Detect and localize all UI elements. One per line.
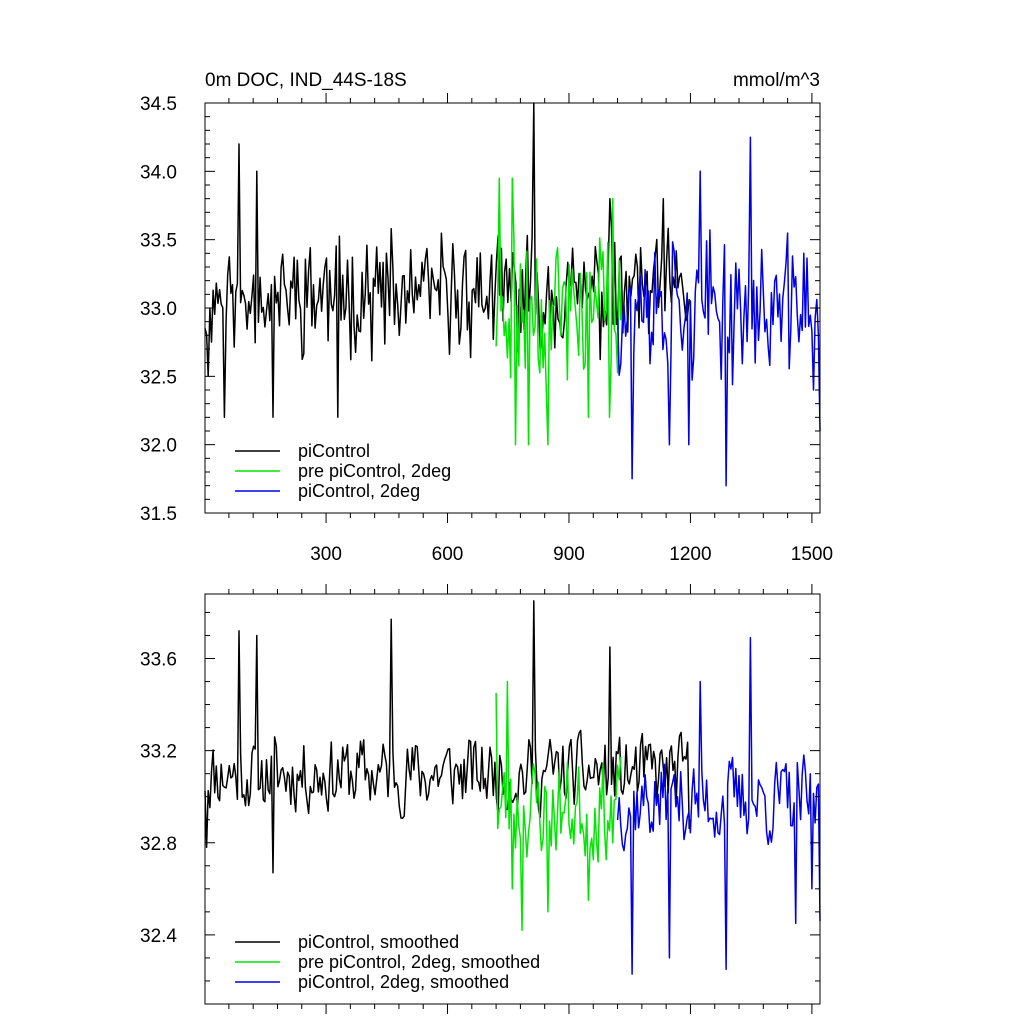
bottom-panel-series [204,600,821,975]
top-panel-units: mmol/m^3 [733,70,820,91]
x-tick-label: 1500 [791,544,833,565]
series-line-1 [204,102,690,419]
series-line-1 [204,600,690,874]
bottom-panel-ticks: 32.4 32.8 33.2 33.6 [140,584,820,1014]
y-tick-label: 32.4 [140,926,177,947]
series-line-2 [495,177,622,446]
y-tick-label: 33.6 [140,649,177,670]
y-tick-label: 33.2 [140,742,177,763]
y-tick-label: 32.5 [140,367,177,388]
series-line-3 [616,637,821,975]
x-tick-label: 600 [432,544,464,565]
legend-label: piControl [298,441,370,461]
bottom-panel-frame [204,593,821,1005]
y-tick-label: 33.5 [140,231,177,252]
legend-label: pre piControl, 2deg [298,461,451,481]
y-tick-label: 32.8 [140,834,177,855]
x-tick-label: 300 [310,544,342,565]
y-tick-label: 31.5 [140,504,177,525]
legend-label: piControl, 2deg, smoothed [298,972,509,992]
series-line-2 [495,680,622,932]
y-tick-label: 33.0 [140,299,177,320]
top-panel-ticks: 300 600 900 1200 1500 31.5 32.0 32.5 33.0 33.5 34.… [140,93,833,565]
top-panel-title: 0m DOC, IND_44S-18S [205,70,407,91]
bottom-panel: 32.4 32.8 33.2 33.6 piControl, smoothedpre … [140,584,821,1014]
x-tick-label: 1200 [669,544,711,565]
x-tick-label: 900 [553,544,585,565]
y-tick-label: 34.0 [140,162,177,183]
legend-label: piControl, smoothed [298,932,459,952]
legend-label: pre piControl, 2deg, smoothed [298,952,540,972]
legend-label: piControl, 2deg [298,481,420,501]
series-line-3 [616,136,821,487]
top-panel-series [204,102,821,487]
y-tick-label: 34.5 [140,94,177,115]
top-panel: 0m DOC, IND_44S-18S mmol/m^3 300 600 900 12… [140,70,833,565]
y-tick-label: 32.0 [140,436,177,457]
